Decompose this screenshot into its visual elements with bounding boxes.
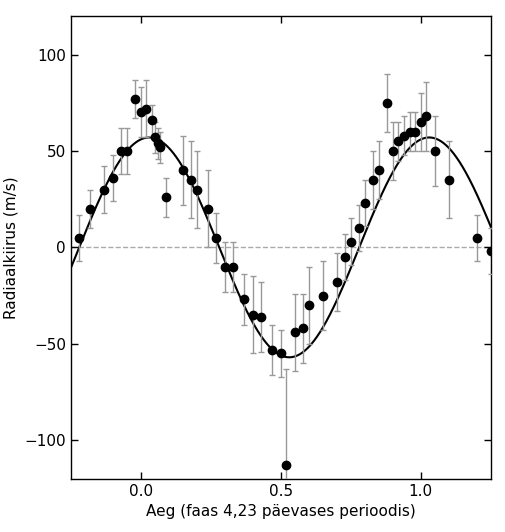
X-axis label: Aeg (faas 4,23 päevases perioodis): Aeg (faas 4,23 päevases perioodis) [145, 504, 415, 519]
Y-axis label: Radiaalkiirus (m/s): Radiaalkiirus (m/s) [4, 176, 19, 319]
